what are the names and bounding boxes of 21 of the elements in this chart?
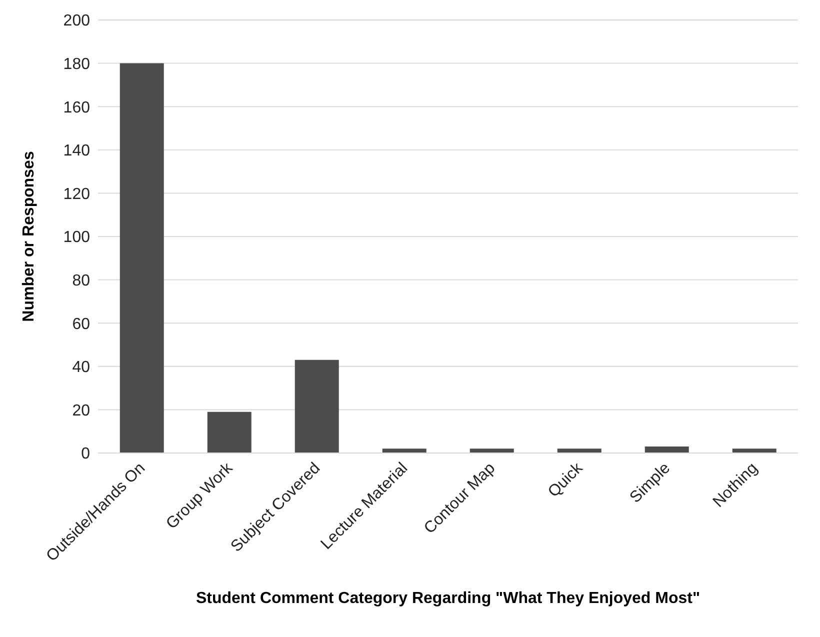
bar — [294, 360, 339, 453]
y-tick-label: 140 — [63, 142, 90, 160]
y-tick-label: 100 — [63, 229, 90, 246]
y-tick-label: 180 — [63, 56, 90, 73]
bar — [207, 412, 252, 453]
y-tick-label: 160 — [63, 99, 90, 116]
bar — [644, 446, 689, 453]
x-axis-title: Student Comment Category Regarding "What They Enjoyed Most" — [196, 590, 700, 607]
y-axis-title: Number or Responses — [20, 151, 38, 322]
y-tick-label: 120 — [63, 186, 90, 203]
bar — [557, 448, 602, 453]
bar — [470, 448, 514, 453]
y-tick-label: 200 — [63, 12, 90, 30]
y-tick-label: 80 — [72, 272, 90, 290]
y-tick-label: 60 — [72, 316, 90, 333]
bar — [732, 448, 776, 453]
y-tick-label: 0 — [81, 446, 90, 463]
bar — [382, 448, 426, 453]
bar — [120, 63, 164, 453]
y-tick-label: 40 — [72, 359, 90, 376]
y-tick-label: 20 — [72, 402, 90, 420]
